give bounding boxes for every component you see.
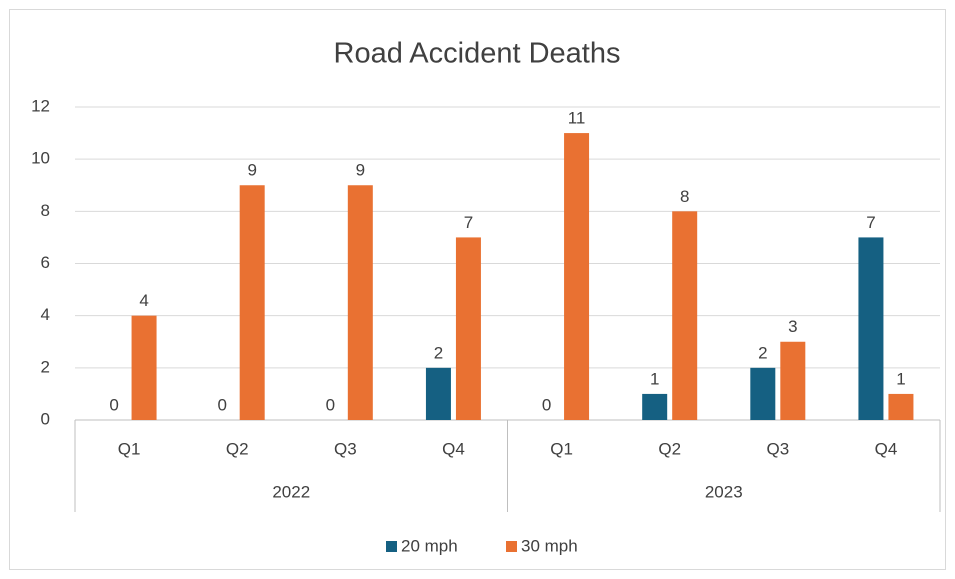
y-tick-label: 6 [41,253,50,272]
x-tick-label: Q3 [766,439,789,458]
data-label: 9 [247,161,256,180]
y-tick-label: 10 [31,149,50,168]
data-label: 7 [464,213,473,232]
data-label: 1 [650,369,659,388]
bar [425,367,451,420]
x-tick-label: Q1 [550,439,573,458]
bar [455,237,481,420]
data-label: 0 [217,395,226,414]
bar [239,185,265,420]
x-tick-label: Q4 [875,439,898,458]
data-label: 2 [758,343,767,362]
data-label: 0 [109,395,118,414]
bar [750,367,776,420]
bar [131,315,157,420]
legend-label: 30 mph [521,536,578,555]
legend-swatch [386,541,397,552]
bar [858,237,884,420]
bar [347,185,373,420]
x-tick-label: Q2 [226,439,249,458]
data-label: 2 [434,343,443,362]
legend-label: 20 mph [401,536,458,555]
y-tick-label: 12 [31,96,50,115]
group-label: 2022 [272,482,310,501]
bar [672,211,698,420]
y-tick-label: 2 [41,357,50,376]
data-label: 11 [568,109,586,128]
data-label: 0 [542,395,551,414]
data-label: 8 [680,187,689,206]
data-label: 3 [788,317,797,336]
data-label: 0 [326,395,335,414]
chart-title: Road Accident Deaths [334,38,621,70]
y-tick-label: 8 [41,201,50,220]
data-label: 4 [139,291,148,310]
bar [642,393,668,420]
x-tick-label: Q3 [334,439,357,458]
data-label: 1 [896,369,905,388]
legend-swatch [506,541,517,552]
x-tick-label: Q1 [118,439,141,458]
data-label: 9 [356,161,365,180]
group-label: 2023 [705,482,743,501]
data-label: 7 [866,213,875,232]
bar [564,133,590,421]
x-tick-label: Q4 [442,439,465,458]
y-tick-label: 4 [41,305,50,324]
y-tick-label: 0 [41,409,50,428]
bar [780,341,806,420]
x-tick-label: Q2 [658,439,681,458]
bar [888,393,914,420]
